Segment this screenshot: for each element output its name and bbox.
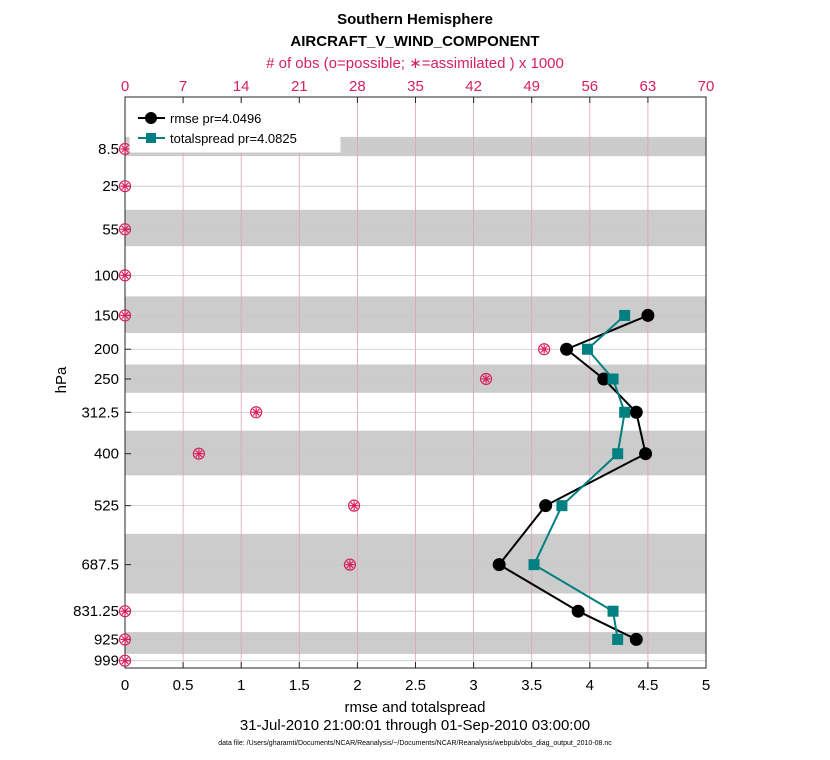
totalspread-point	[528, 559, 540, 571]
obs-assimilated-marker	[120, 181, 130, 191]
y-tick-label: 150	[94, 307, 119, 324]
y-tick-label: 525	[94, 498, 119, 515]
x-axis-label: rmse and totalspread	[345, 699, 486, 716]
rmse-point	[560, 342, 574, 356]
legend-totalspread-marker	[146, 133, 156, 143]
data-marks	[118, 142, 655, 667]
obs-assimilated-marker	[481, 374, 491, 384]
rmse-point	[639, 447, 653, 461]
y-tick-label: 8.5	[98, 141, 119, 158]
rmse-point	[629, 405, 643, 419]
obs-assimilated-marker	[251, 407, 261, 417]
x-tick-label: 1	[237, 677, 245, 694]
obs-possible-marker	[347, 499, 361, 512]
obs-possible-marker	[118, 180, 132, 193]
y-tick-label: 25	[102, 178, 119, 195]
obs-assimilated-marker	[120, 310, 130, 320]
obs-possible-marker	[118, 309, 132, 322]
obs-assimilated-marker	[120, 606, 130, 616]
y-tick-label: 687.5	[81, 557, 119, 574]
x-tick-label: 5	[702, 677, 710, 694]
obs-possible-marker	[250, 406, 263, 419]
y-tick-label: 200	[94, 341, 119, 358]
rmse-point	[492, 558, 506, 572]
y-tick-label: 925	[94, 631, 119, 648]
top-tick-label: 35	[407, 78, 424, 95]
obs-assimilated-marker	[194, 449, 204, 459]
obs-possible-marker	[118, 654, 132, 667]
obs-assimilated-marker	[539, 344, 549, 354]
totalspread-point	[607, 605, 619, 617]
rmse-point	[571, 604, 585, 618]
y-tick-label: 831.25	[73, 603, 119, 620]
obs-possible-marker	[118, 605, 132, 618]
y-tick-label: 999	[94, 653, 119, 670]
totalspread-point	[612, 633, 624, 645]
obs-possible-marker	[118, 223, 132, 236]
obs-possible-marker	[118, 633, 132, 646]
top-tick-label: 7	[179, 78, 187, 95]
axis-ticks: 0 0.5 1 1.5 2 2.5 3 3.5 4 4.5 5 0 7 14 21 28 35 42 49 56 63 7…	[73, 78, 714, 694]
x-tick-label: 4	[586, 677, 594, 694]
top-tick-label: 42	[465, 78, 482, 95]
date-range: 31-Jul-2010 21:00:01 through 01-Sep-2010…	[240, 717, 590, 734]
top-tick-label: 21	[291, 78, 308, 95]
totalspread-point	[619, 309, 631, 321]
y-tick-label: 55	[102, 221, 119, 238]
totalspread-point	[607, 373, 619, 385]
rmse-point	[629, 632, 643, 646]
top-tick-label: 70	[698, 78, 715, 95]
totalspread-point	[612, 448, 624, 460]
x-tick-label: 3.5	[521, 677, 542, 694]
y-tick-label: 400	[94, 446, 119, 463]
obs-assimilated-marker	[120, 656, 130, 666]
legend: rmse pr=4.0496 totalspread pr=4.0825	[129, 103, 341, 153]
x-tick-label: 2	[353, 677, 361, 694]
totalspread-point	[556, 500, 568, 512]
obs-possible-marker	[343, 558, 357, 571]
rmse-point	[597, 372, 611, 386]
x-tick-label: 2.5	[405, 677, 426, 694]
rmse-point	[539, 499, 553, 513]
data-file-note: data file: /Users/gharamti/Documents/NCA…	[218, 740, 612, 747]
totalspread-point	[619, 406, 631, 418]
legend-rmse-marker	[145, 112, 157, 124]
obs-possible-marker	[538, 343, 551, 356]
obs-possible-marker	[118, 269, 132, 282]
top-tick-label: 63	[640, 78, 657, 95]
x-tick-label: 3	[469, 677, 477, 694]
top-tick-label: 49	[523, 78, 540, 95]
x-tick-label: 0	[121, 677, 129, 694]
chart-title: Southern Hemisphere	[337, 11, 493, 28]
top-axis-label: # of obs (o=possible; ∗=assimilated ) x …	[266, 55, 564, 72]
x-tick-label: 0.5	[173, 677, 194, 694]
rmse-point	[641, 308, 655, 322]
chart-subtitle: AIRCRAFT_V_WIND_COMPONENT	[290, 33, 539, 50]
x-tick-label: 1.5	[289, 677, 310, 694]
top-tick-label: 0	[121, 78, 129, 95]
top-tick-label: 56	[581, 78, 598, 95]
y-axis-label: hPa	[53, 366, 70, 393]
obs-assimilated-marker	[120, 224, 130, 234]
y-tick-label: 100	[94, 267, 119, 284]
obs-assimilated-marker	[349, 501, 359, 511]
totalspread-point	[581, 343, 593, 355]
obs-assimilated-marker	[120, 634, 130, 644]
x-tick-label: 4.5	[637, 677, 658, 694]
legend-box	[129, 103, 341, 153]
y-tick-label: 312.5	[81, 404, 119, 421]
y-tick-label: 250	[94, 371, 119, 388]
top-tick-label: 14	[233, 78, 250, 95]
obs-possible-marker	[479, 372, 493, 386]
obs-possible-marker	[192, 447, 205, 460]
obs-assimilated-marker	[120, 144, 130, 154]
obs-assimilated-marker	[345, 560, 355, 570]
legend-totalspread-label: totalspread pr=4.0825	[170, 131, 297, 146]
obs-assimilated-marker	[120, 270, 130, 280]
top-tick-label: 28	[349, 78, 366, 95]
legend-rmse-label: rmse pr=4.0496	[170, 111, 261, 126]
